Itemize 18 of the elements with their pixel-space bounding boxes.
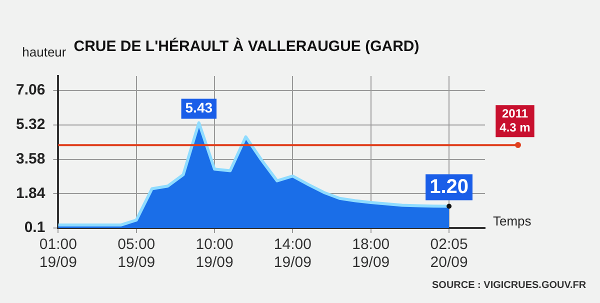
chart-title: CRUE DE L'HÉRAULT À VALLERAUGUE (GARD) (74, 37, 420, 56)
ref-line-label: 2011 4.3 m (500, 106, 530, 134)
x-tick-label: 18:00 19/09 (352, 236, 390, 272)
annotation: 1.20 (430, 176, 469, 198)
x-tick-label: 01:00 19/09 (39, 236, 77, 272)
y-tick-label: 3.58 (16, 150, 46, 168)
annotation: 5.43 (185, 100, 213, 116)
y-tick-label: 1.84 (16, 184, 46, 202)
y-tick-label: 5.32 (16, 116, 46, 134)
source-note: SOURCE : VIGICRUES.GOUV.FR (432, 280, 587, 291)
x-tick-label: 10:00 19/09 (196, 236, 234, 272)
y-tick-label: 0.1 (24, 219, 46, 236)
x-tick-label: 14:00 19/09 (274, 236, 312, 272)
x-axis-title: Temps (493, 214, 532, 229)
y-axis-title: hauteur (22, 44, 67, 60)
x-tick-label: 02:05 20/09 (430, 236, 468, 272)
y-tick-label: 7.06 (16, 82, 46, 99)
x-tick-label: 05:00 19/09 (118, 236, 156, 272)
